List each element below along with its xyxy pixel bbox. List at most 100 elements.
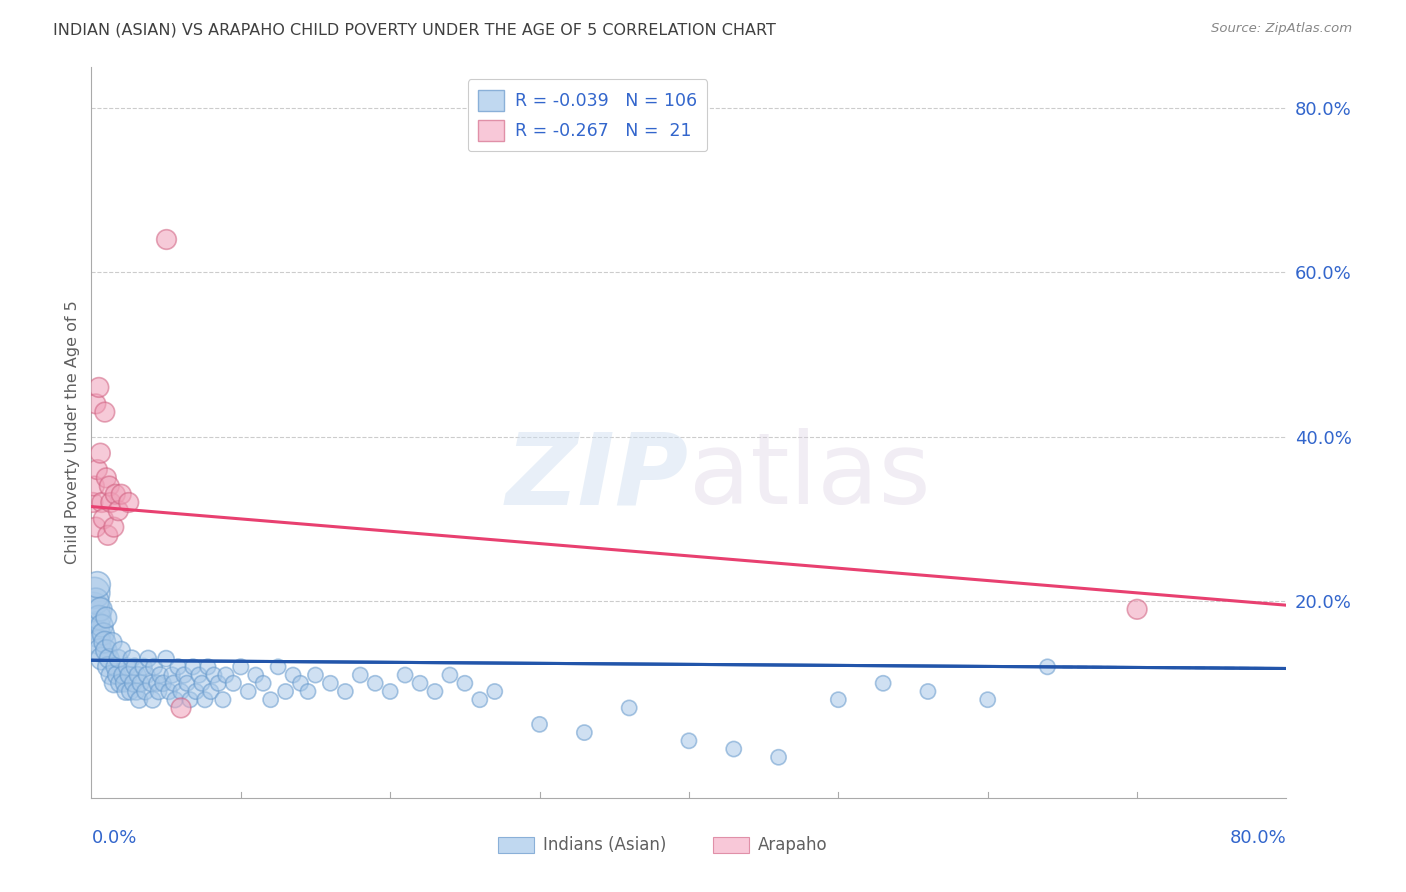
Point — [222, 676, 245, 690]
Point — [93, 512, 115, 526]
Point — [122, 676, 145, 690]
Point — [93, 627, 115, 641]
Point — [89, 446, 111, 460]
Point — [100, 495, 122, 509]
Point — [349, 668, 371, 682]
Point — [211, 692, 233, 706]
Point — [82, 602, 104, 616]
Point — [827, 692, 849, 706]
Point — [136, 651, 159, 665]
Point — [238, 684, 260, 698]
Text: Indians (Asian): Indians (Asian) — [543, 836, 666, 855]
Point — [110, 487, 132, 501]
Point — [110, 643, 132, 657]
Point — [90, 619, 112, 633]
Point — [90, 495, 112, 509]
Point — [107, 504, 129, 518]
Point — [170, 701, 193, 715]
Point — [215, 668, 238, 682]
Point — [135, 668, 157, 682]
Point — [149, 668, 172, 682]
Point — [574, 725, 596, 739]
Point — [96, 610, 118, 624]
Point — [112, 676, 135, 690]
Bar — [713, 837, 749, 853]
Point — [98, 651, 121, 665]
Point — [143, 660, 166, 674]
Point — [100, 668, 122, 682]
Point — [319, 676, 342, 690]
Point — [108, 676, 131, 690]
Point — [678, 734, 700, 748]
Point — [90, 651, 112, 665]
Point — [86, 577, 108, 591]
Point — [83, 479, 105, 493]
Point — [290, 676, 312, 690]
Point — [125, 684, 148, 698]
Point — [160, 668, 183, 682]
Point — [976, 692, 998, 706]
Point — [529, 717, 551, 731]
Point — [120, 684, 142, 698]
Point — [423, 684, 446, 698]
Point — [104, 660, 127, 674]
Point — [439, 668, 461, 682]
Point — [146, 676, 169, 690]
Point — [132, 660, 155, 674]
Point — [89, 602, 111, 616]
Point — [86, 627, 108, 641]
Point — [97, 528, 120, 542]
Point — [200, 684, 222, 698]
Point — [89, 643, 111, 657]
Point — [111, 668, 134, 682]
Point — [87, 610, 110, 624]
Text: 0.0%: 0.0% — [91, 829, 136, 847]
Point — [155, 232, 177, 246]
Point — [162, 676, 184, 690]
Point — [107, 651, 129, 665]
Point — [409, 676, 432, 690]
Point — [468, 692, 491, 706]
Point — [619, 701, 641, 715]
Point — [229, 660, 252, 674]
Point — [207, 676, 229, 690]
Point — [96, 471, 118, 485]
Point — [304, 668, 326, 682]
Point — [274, 684, 297, 698]
Point — [84, 619, 107, 633]
Point — [114, 684, 136, 698]
Y-axis label: Child Poverty Under the Age of 5: Child Poverty Under the Age of 5 — [65, 301, 80, 565]
Point — [115, 660, 138, 674]
Point — [181, 660, 204, 674]
Point — [118, 668, 141, 682]
Point — [179, 692, 201, 706]
Point — [97, 660, 120, 674]
Point — [104, 487, 127, 501]
Point — [176, 676, 198, 690]
Point — [173, 668, 195, 682]
Text: ZIP: ZIP — [506, 428, 689, 525]
Legend: R = -0.039   N = 106, R = -0.267   N =  21: R = -0.039 N = 106, R = -0.267 N = 21 — [468, 79, 707, 151]
Point — [723, 742, 745, 756]
Point — [94, 405, 117, 419]
Point — [197, 660, 219, 674]
Point — [155, 651, 177, 665]
Point — [86, 462, 108, 476]
Point — [148, 684, 170, 698]
Text: Arapaho: Arapaho — [758, 836, 828, 855]
Point — [127, 668, 149, 682]
Bar — [498, 837, 534, 853]
Point — [281, 668, 304, 682]
Point — [259, 692, 281, 706]
Point — [380, 684, 402, 698]
Point — [245, 668, 267, 682]
Point — [194, 692, 217, 706]
Point — [252, 676, 274, 690]
Point — [394, 668, 416, 682]
Point — [101, 635, 124, 649]
Point — [191, 676, 214, 690]
Point — [82, 495, 104, 509]
Point — [184, 684, 207, 698]
Point — [267, 660, 290, 674]
Point — [335, 684, 357, 698]
